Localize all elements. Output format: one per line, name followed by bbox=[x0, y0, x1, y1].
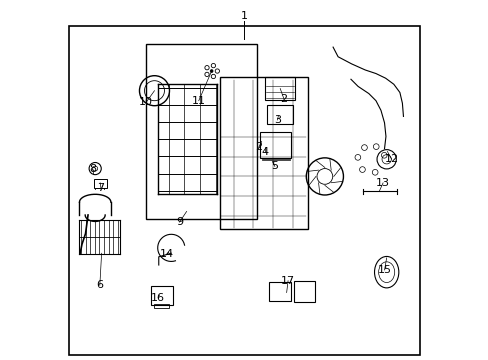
Text: 17: 17 bbox=[281, 276, 295, 286]
Bar bbox=[154, 304, 169, 308]
Text: 9: 9 bbox=[176, 217, 183, 227]
Bar bbox=[94, 179, 106, 188]
Text: 6: 6 bbox=[96, 280, 103, 291]
Text: 5: 5 bbox=[271, 161, 278, 171]
Text: 16: 16 bbox=[151, 293, 165, 303]
Bar bbox=[259, 132, 291, 158]
Text: 8: 8 bbox=[89, 164, 96, 174]
Text: 10: 10 bbox=[139, 97, 153, 107]
Text: 14: 14 bbox=[159, 249, 173, 259]
Text: 11: 11 bbox=[191, 96, 205, 106]
Bar bbox=[261, 158, 289, 160]
Text: 2: 2 bbox=[280, 94, 287, 104]
Text: 7: 7 bbox=[97, 183, 104, 193]
Bar bbox=[268, 282, 290, 301]
Text: 2: 2 bbox=[255, 142, 262, 152]
Bar bbox=[146, 44, 257, 219]
Bar bbox=[151, 287, 173, 305]
Text: 13: 13 bbox=[375, 178, 389, 188]
Bar bbox=[266, 105, 292, 123]
Circle shape bbox=[210, 69, 213, 72]
Text: 12: 12 bbox=[384, 154, 398, 164]
Text: 4: 4 bbox=[261, 147, 268, 157]
Text: 3: 3 bbox=[273, 115, 280, 125]
Bar bbox=[220, 77, 307, 229]
Bar bbox=[264, 77, 294, 100]
Text: 15: 15 bbox=[377, 265, 391, 275]
Text: 1: 1 bbox=[241, 11, 247, 21]
Bar bbox=[293, 282, 315, 302]
